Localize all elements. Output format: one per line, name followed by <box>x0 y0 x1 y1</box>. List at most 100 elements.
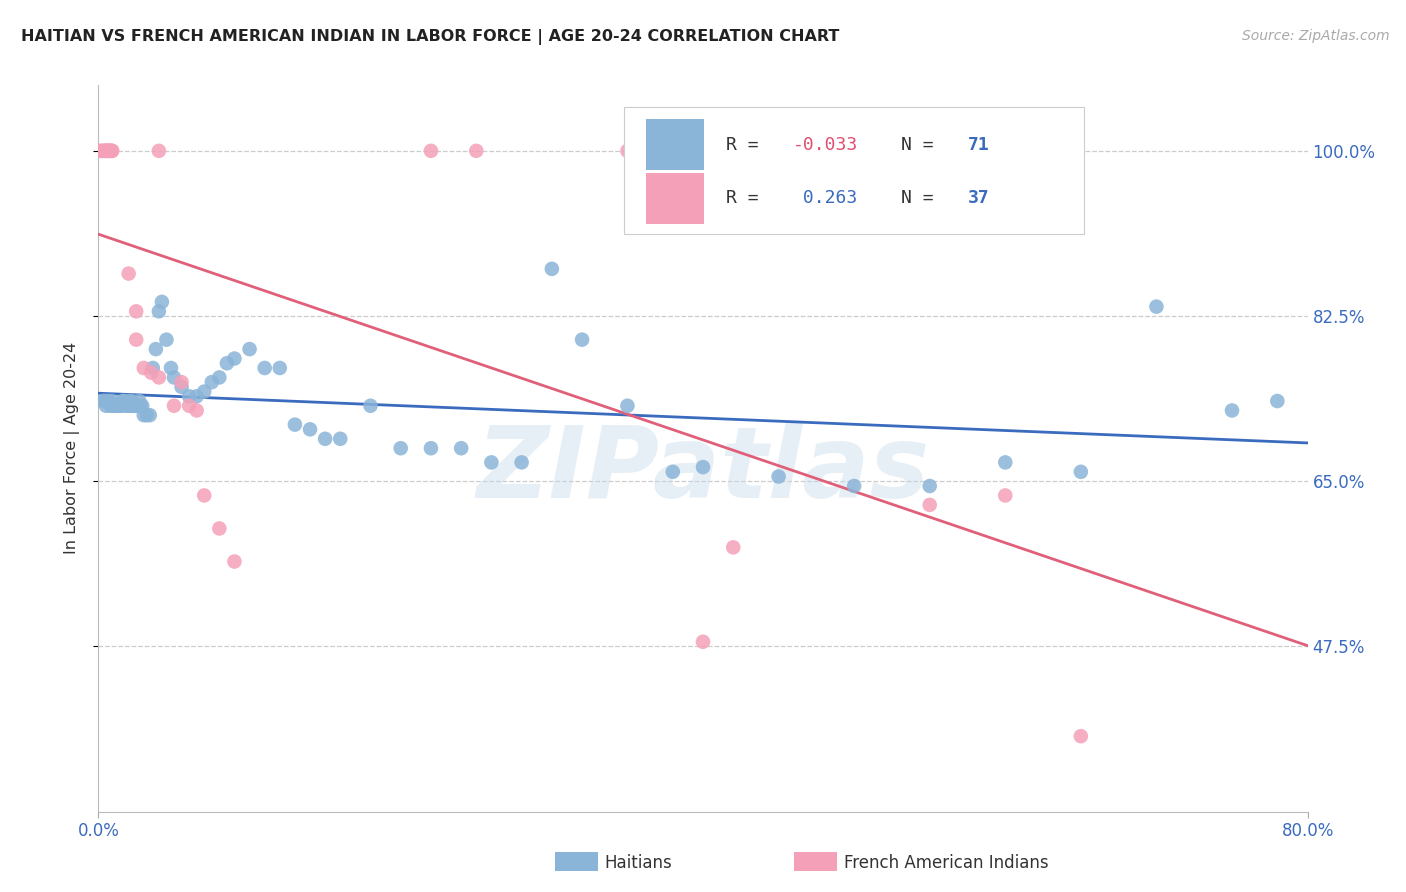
Point <box>93 394 115 409</box>
Point <box>193 488 215 502</box>
Point <box>723 541 745 555</box>
Point <box>269 361 291 376</box>
Point <box>224 555 246 569</box>
Point <box>96 144 118 158</box>
Point <box>1070 465 1092 479</box>
Point <box>94 399 117 413</box>
Point <box>148 304 170 318</box>
Point <box>160 361 183 376</box>
Text: R =: R = <box>725 136 769 153</box>
Point <box>768 469 790 483</box>
Point <box>299 422 322 436</box>
Point <box>510 455 533 469</box>
Point <box>101 144 124 158</box>
Text: N =: N = <box>901 189 945 207</box>
Point <box>101 394 124 409</box>
Point <box>284 417 307 432</box>
Point <box>94 144 117 158</box>
Point <box>111 394 134 409</box>
Y-axis label: In Labor Force | Age 20-24: In Labor Force | Age 20-24 <box>65 343 80 554</box>
Point <box>118 394 141 409</box>
Text: 0.263: 0.263 <box>793 189 858 207</box>
Point <box>132 361 155 376</box>
Point <box>129 399 152 413</box>
Point <box>112 394 135 409</box>
Point <box>89 144 111 158</box>
Point <box>450 441 472 455</box>
Point <box>96 144 118 158</box>
Text: -0.033: -0.033 <box>793 136 858 153</box>
Point <box>661 465 683 479</box>
Point <box>139 408 162 422</box>
Point <box>110 399 132 413</box>
Point <box>844 479 866 493</box>
Text: 71: 71 <box>967 136 990 153</box>
Bar <box>647 120 704 170</box>
Point <box>120 399 142 413</box>
Point <box>540 261 562 276</box>
Point <box>131 399 153 413</box>
Point <box>420 144 443 158</box>
Point <box>104 399 127 413</box>
Point <box>616 144 638 158</box>
Point <box>100 144 122 158</box>
Point <box>132 408 155 422</box>
Point <box>105 399 128 413</box>
Point <box>201 375 224 389</box>
Bar <box>624 106 1084 234</box>
Point <box>98 394 121 409</box>
Point <box>1220 403 1243 417</box>
Point <box>163 370 186 384</box>
Point <box>1070 729 1092 743</box>
Point <box>108 399 131 413</box>
Point <box>115 399 138 413</box>
Text: French American Indians: French American Indians <box>844 854 1049 871</box>
Point <box>179 399 201 413</box>
Point <box>101 144 124 158</box>
Point <box>103 399 125 413</box>
Text: 37: 37 <box>967 189 990 207</box>
Point <box>661 144 683 158</box>
Text: Source: ZipAtlas.com: Source: ZipAtlas.com <box>1241 29 1389 43</box>
Point <box>170 375 193 389</box>
Point <box>155 333 177 347</box>
Point <box>918 479 941 493</box>
Point <box>360 399 382 413</box>
Point <box>239 342 262 356</box>
Point <box>127 399 149 413</box>
Point <box>91 394 114 409</box>
Point <box>148 370 170 384</box>
Text: ZIPatlas: ZIPatlas <box>477 422 929 518</box>
Point <box>616 399 638 413</box>
Point <box>193 384 215 399</box>
Point <box>918 498 941 512</box>
Point <box>692 460 714 475</box>
Point <box>94 144 117 158</box>
Point <box>170 380 193 394</box>
Point <box>224 351 246 366</box>
Point <box>994 488 1017 502</box>
Point <box>329 432 352 446</box>
Point <box>91 144 114 158</box>
Bar <box>647 173 704 224</box>
Point <box>571 333 593 347</box>
Point <box>179 389 201 403</box>
Point <box>142 361 165 376</box>
Point <box>1144 300 1167 314</box>
Point <box>994 455 1017 469</box>
Point <box>163 399 186 413</box>
Point <box>186 403 208 417</box>
Point <box>100 144 122 158</box>
Point <box>465 144 488 158</box>
Text: N =: N = <box>901 136 945 153</box>
Point <box>389 441 412 455</box>
Point <box>96 394 118 409</box>
Point <box>150 294 173 309</box>
Point <box>90 144 112 158</box>
Point <box>1267 394 1289 409</box>
Point <box>141 366 163 380</box>
Point <box>314 432 336 446</box>
Point <box>215 356 238 370</box>
Point <box>253 361 276 376</box>
Text: R =: R = <box>725 189 769 207</box>
